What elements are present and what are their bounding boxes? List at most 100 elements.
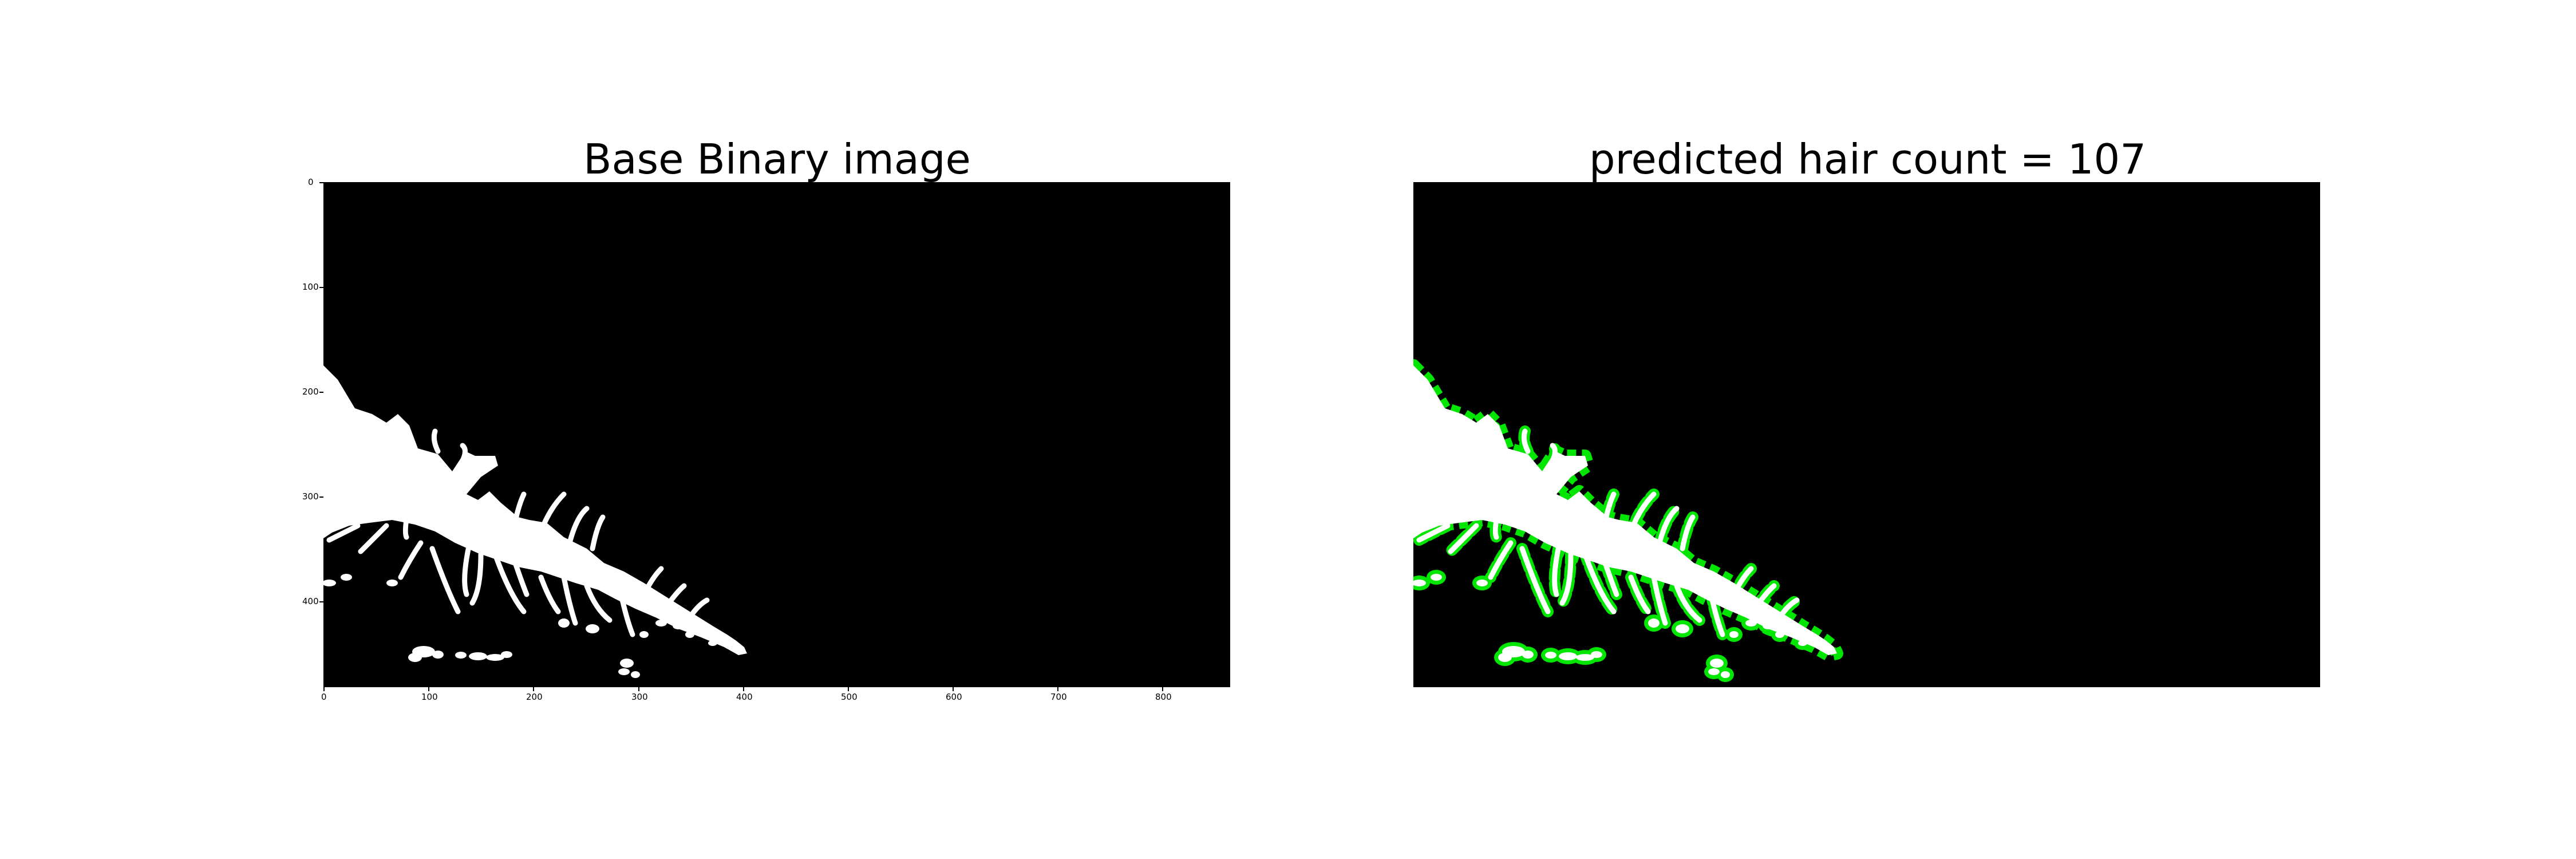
- y-tick: [319, 497, 323, 498]
- hair-blob: [1525, 497, 1536, 503]
- hair-blob: [1708, 668, 1720, 675]
- x-tick: [848, 687, 849, 691]
- hair-strand: [1545, 443, 1558, 471]
- hair-strand: [1422, 403, 1445, 425]
- hair-strand: [326, 523, 361, 543]
- hair-strand: [1448, 523, 1479, 554]
- hair-blob: [586, 624, 599, 633]
- y-tick-label-400: 400: [302, 596, 319, 606]
- hair-strand: [1777, 597, 1800, 620]
- hair-strand: [1559, 551, 1574, 606]
- hair-strand: [1657, 506, 1680, 546]
- x-tick: [743, 687, 744, 691]
- x-tick-label-800: 800: [1155, 692, 1172, 702]
- hair-strand: [561, 574, 578, 626]
- hair-blob: [558, 618, 570, 628]
- y-tick-label-0: 0: [308, 177, 314, 187]
- hair-strand: [509, 491, 527, 540]
- hair-strand: [538, 491, 567, 534]
- hair-strand: [1521, 428, 1531, 454]
- hair-blob: [337, 475, 350, 484]
- hair-strand: [1628, 491, 1657, 534]
- hair-strand: [687, 597, 710, 620]
- hair-strand: [1651, 574, 1668, 626]
- y-tick: [319, 392, 323, 393]
- hair-blob: [1522, 651, 1534, 659]
- hair-blob: [673, 622, 684, 629]
- base-binary-image: [323, 182, 1230, 687]
- hair-mask: [1413, 359, 1843, 682]
- hair-blob: [1498, 653, 1512, 662]
- hair-strand: [1415, 385, 1428, 405]
- hair-strand: [1708, 592, 1725, 637]
- x-tick-label-700: 700: [1050, 692, 1067, 702]
- hair-strand: [325, 385, 338, 405]
- hair-blob: [1559, 652, 1577, 660]
- x-tick-label-0: 0: [321, 692, 327, 702]
- x-tick-label-400: 400: [736, 692, 753, 702]
- y-tick: [319, 287, 323, 288]
- hair-strand: [469, 551, 484, 606]
- y-tick-label-300: 300: [302, 491, 319, 502]
- hair-blob: [351, 452, 365, 462]
- hair-mass: [1413, 365, 1837, 655]
- hair-strand: [1552, 529, 1565, 597]
- hair-blob: [1576, 654, 1594, 661]
- hair-strand: [394, 420, 408, 444]
- hair-strand: [1571, 497, 1591, 529]
- hair-blob: [432, 651, 444, 659]
- hair-blob: [1798, 640, 1807, 646]
- hair-strand: [1599, 491, 1617, 540]
- x-tick: [953, 687, 954, 691]
- right-panel-title: predicted hair count = 107: [1589, 135, 2147, 183]
- x-tick-label-500: 500: [841, 692, 858, 702]
- x-tick: [638, 687, 639, 691]
- hair-strand: [1680, 514, 1696, 551]
- hair-blob: [1763, 622, 1774, 629]
- x-tick-label-200: 200: [526, 692, 543, 702]
- hair-blob: [1441, 452, 1455, 462]
- hair-strand: [1431, 431, 1462, 454]
- hair-blob: [631, 671, 640, 678]
- hair-blob: [1431, 574, 1442, 581]
- x-tick-label-300: 300: [631, 692, 648, 702]
- hair-strand: [398, 540, 424, 580]
- hair-blob: [1775, 631, 1784, 638]
- hair-blob: [435, 497, 447, 503]
- hair-strand: [1488, 540, 1514, 580]
- hair-blob: [1676, 624, 1689, 633]
- hair-blob: [442, 508, 451, 515]
- hair-strand: [1674, 583, 1702, 623]
- hair-strand: [641, 566, 664, 597]
- hair-blob: [708, 640, 717, 646]
- hair-blob: [1418, 492, 1429, 502]
- hair-strand: [429, 546, 461, 614]
- hair-strand: [402, 500, 412, 540]
- hair-blob: [408, 653, 422, 662]
- hair-strand: [1754, 583, 1777, 609]
- hair-strand: [1519, 546, 1551, 614]
- hair-strand: [538, 574, 561, 614]
- x-tick-label-600: 600: [946, 692, 962, 702]
- y-tick: [319, 601, 323, 602]
- hair-blob: [1545, 652, 1556, 659]
- hair-blob: [386, 580, 398, 586]
- hair-blob: [1710, 659, 1724, 668]
- hair-blob: [655, 620, 667, 626]
- hair-blob: [1648, 618, 1660, 628]
- hair-strand: [1582, 551, 1617, 614]
- hair-mass: [323, 365, 747, 655]
- hair-blob: [1745, 620, 1757, 626]
- hair-strand: [455, 443, 468, 471]
- hair-strand: [1484, 420, 1498, 444]
- hair-strand: [1416, 523, 1451, 543]
- hair-blob: [620, 659, 634, 668]
- hair-blob: [1729, 631, 1739, 638]
- hair-strand: [1492, 500, 1502, 540]
- hair-strand: [509, 551, 530, 597]
- hair-strand: [1599, 551, 1619, 597]
- y-tick-label-100: 100: [302, 282, 319, 292]
- x-tick: [323, 687, 325, 691]
- x-tick-label-100: 100: [421, 692, 438, 702]
- left-panel-title: Base Binary image: [583, 135, 971, 183]
